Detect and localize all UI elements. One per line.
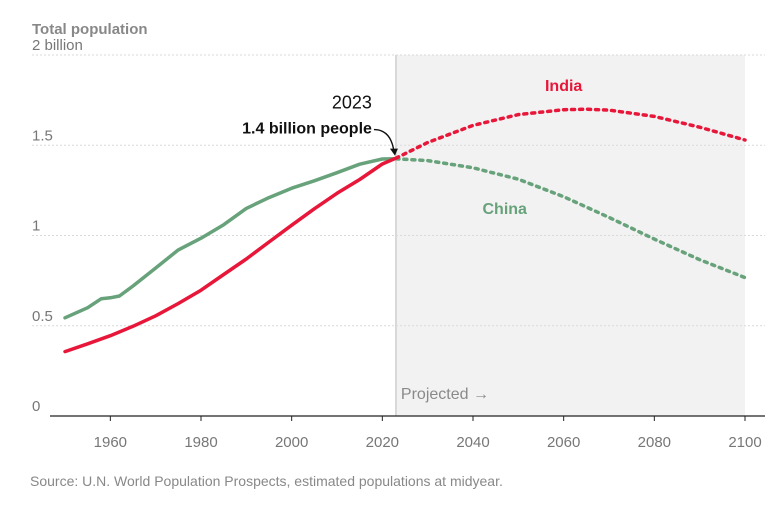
annotation-arrow — [373, 128, 395, 152]
x-tick-label: 1960 — [94, 434, 127, 451]
y-tick-label: 1.5 — [32, 127, 53, 144]
annotation-arrowhead — [389, 148, 398, 156]
projection-label: Projected → — [401, 386, 489, 403]
y-tick-label: 1 — [32, 218, 40, 235]
india-historical-line — [63, 156, 398, 354]
source-note: Source: U.N. World Population Prospects,… — [30, 473, 503, 489]
x-tick-label: 2100 — [728, 434, 761, 451]
x-tick-label: 2020 — [366, 434, 399, 451]
india-projected-line — [394, 107, 747, 160]
series-lines — [63, 107, 747, 354]
y-axis-ticks: 0 0.5 1 1.5 2 billion — [32, 37, 83, 415]
annotation-2023: 2023 1.4 billion people — [242, 93, 398, 156]
china-historical-line — [63, 157, 398, 320]
y-tick-label: 0.5 — [32, 308, 53, 325]
projection-shaded-area — [395, 55, 745, 416]
series-labels: China India — [483, 78, 583, 218]
x-axis-ticks: 1960 1980 2000 2020 2040 2060 2080 2100 — [94, 416, 762, 451]
china-projected-line — [394, 157, 747, 280]
annotation-year: 2023 — [332, 93, 372, 113]
x-tick-label: 2000 — [275, 434, 308, 451]
china-label: China — [483, 201, 528, 218]
y-tick-label: 2 billion — [32, 37, 83, 54]
x-tick-label: 2040 — [456, 434, 489, 451]
chart-title: Total population — [32, 21, 148, 38]
x-tick-label: 1980 — [184, 434, 217, 451]
y-tick-label: 0 — [32, 398, 40, 415]
annotation-value: 1.4 billion people — [242, 121, 372, 138]
india-label: India — [545, 78, 582, 95]
x-tick-label: 2060 — [547, 434, 580, 451]
x-tick-label: 2080 — [638, 434, 671, 451]
